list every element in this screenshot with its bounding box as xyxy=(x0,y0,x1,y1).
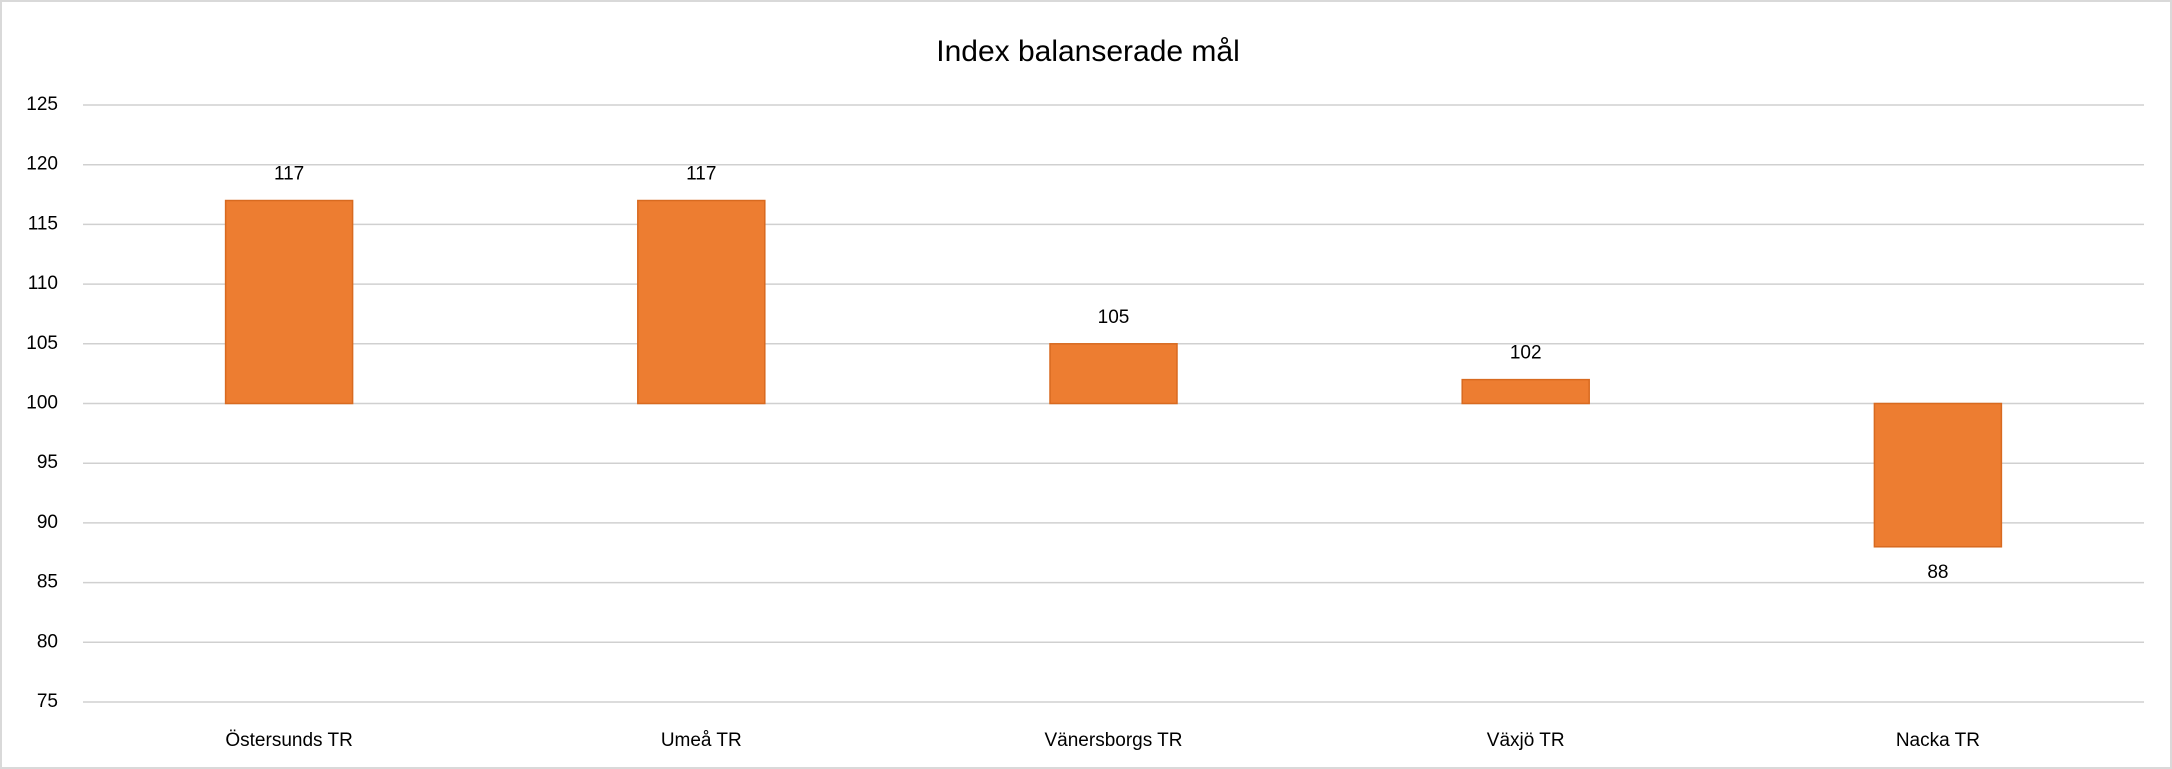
x-tick-label: Östersunds TR xyxy=(225,730,352,751)
bar xyxy=(1461,378,1590,405)
x-tick-label: Umeå TR xyxy=(661,730,742,751)
y-tick-label: 120 xyxy=(26,154,58,175)
y-tick-label: 95 xyxy=(37,452,58,473)
y-tick-label: 90 xyxy=(37,512,58,533)
y-tick-label: 115 xyxy=(28,213,58,234)
value-label: 117 xyxy=(686,164,716,185)
value-label: 105 xyxy=(1098,307,1130,328)
x-tick-label: Nacka TR xyxy=(1896,730,1980,751)
y-tick-label: 125 xyxy=(26,94,58,115)
y-tick-label: 110 xyxy=(28,273,58,294)
y-tick-label: 75 xyxy=(37,691,58,712)
y-tick-label: 105 xyxy=(26,333,58,354)
x-tick-label: Växjö TR xyxy=(1487,730,1565,751)
y-tick-label: 80 xyxy=(37,631,58,652)
bar xyxy=(1873,402,2003,548)
value-label: 102 xyxy=(1510,343,1542,364)
bar xyxy=(637,199,766,405)
value-label: 117 xyxy=(274,164,304,185)
bar xyxy=(224,199,354,405)
chart-title: Index balanserade mål xyxy=(936,35,1240,68)
y-tick-label: 85 xyxy=(37,572,58,593)
x-tick-label: Vänersborgs TR xyxy=(1045,730,1183,751)
value-label: 88 xyxy=(1927,562,1948,583)
y-tick-label: 100 xyxy=(26,393,58,414)
bar xyxy=(1049,343,1178,405)
